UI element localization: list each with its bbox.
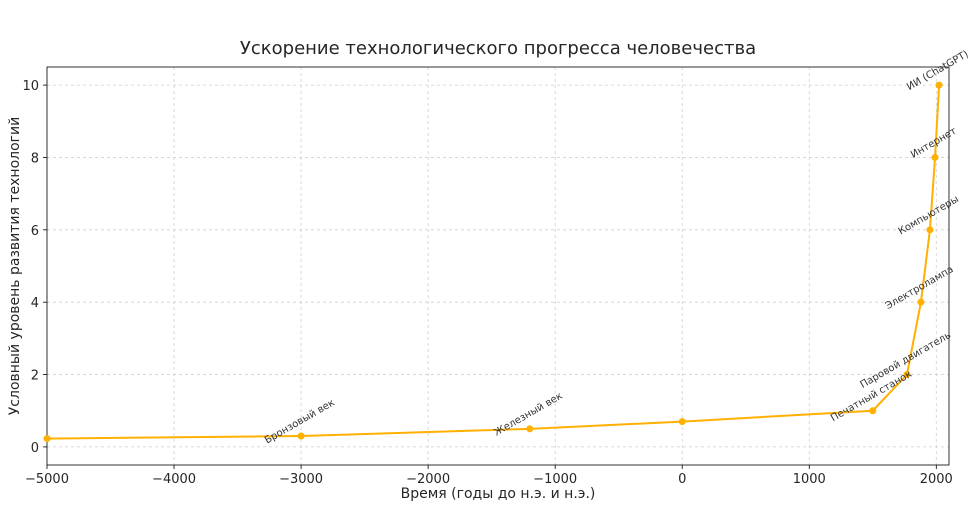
y-tick-label: 10 <box>22 79 39 94</box>
y-tick-label: 8 <box>31 151 39 166</box>
point <box>903 371 911 379</box>
x-tick-label: 0 <box>678 472 686 487</box>
point <box>917 298 925 306</box>
line <box>46 85 941 440</box>
point <box>526 425 534 433</box>
y-tick-label: 2 <box>31 369 39 384</box>
x-tick-label: −5000 <box>25 472 69 487</box>
y-tick-label: 0 <box>31 441 39 456</box>
x-axis-label: Время (годы до н.э. и н.э.) <box>401 486 596 502</box>
x-tick-label: −2000 <box>406 472 450 487</box>
point <box>935 81 943 89</box>
point <box>678 418 686 426</box>
x-tick-label: 2000 <box>920 472 953 487</box>
point <box>43 435 51 443</box>
y-axis-label: Условный уровень развития технологий <box>7 117 23 415</box>
plot-frame <box>46 66 950 466</box>
chart-title: Ускорение технологического прогресса чел… <box>240 38 756 59</box>
x-tick-label: −1000 <box>533 472 577 487</box>
x-tick-label: −4000 <box>152 472 196 487</box>
point <box>869 407 877 415</box>
point <box>297 432 305 440</box>
x-tick-label: −3000 <box>279 472 323 487</box>
point <box>926 226 934 234</box>
y-tick-label: 4 <box>31 296 39 311</box>
x-tick-label: 1000 <box>793 472 826 487</box>
point <box>931 153 939 161</box>
y-tick-label: 6 <box>31 224 39 239</box>
